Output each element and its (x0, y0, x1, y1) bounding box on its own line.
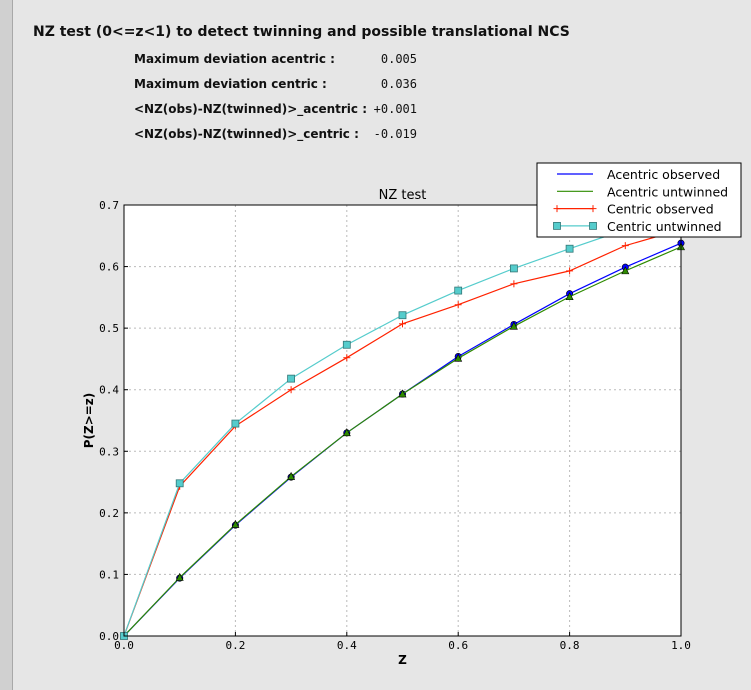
plot-frame (123, 204, 682, 637)
section-title: NZ test (0<=z<1) to detect twinning and … (33, 24, 570, 40)
data-point (565, 244, 574, 253)
data-point (231, 419, 240, 428)
data-point (398, 311, 407, 320)
legend-marker (553, 221, 561, 230)
legend-label: Centric observed (607, 202, 714, 217)
y-tick-label: 0.1 (99, 568, 119, 581)
data-point (454, 286, 463, 295)
y-axis-label: P(Z>=z) (82, 393, 96, 449)
y-tick-label: 0.7 (99, 199, 119, 212)
x-tick-label: 0.0 (114, 639, 134, 652)
stat-label: <NZ(obs)-NZ(twinned)>_acentric : (134, 102, 367, 116)
legend-marker (589, 221, 597, 230)
y-tick-label: 0.5 (99, 322, 119, 335)
x-tick-label: 1.0 (671, 639, 691, 652)
x-axis-label: Z (398, 653, 407, 667)
y-tick-label: 0.2 (99, 507, 119, 520)
data-point (621, 266, 630, 275)
plot-area (124, 205, 681, 636)
stat-label: <NZ(obs)-NZ(twinned)>_centric : (134, 127, 359, 141)
stat-value: -0.019 (373, 127, 417, 141)
data-point (565, 292, 574, 301)
data-point (287, 471, 296, 480)
data-point (175, 572, 184, 581)
x-tick-label: 0.2 (225, 639, 245, 652)
y-tick-label: 0.4 (99, 384, 119, 397)
stat-value: 0.005 (380, 52, 417, 66)
chart-title: NZ test (379, 188, 427, 203)
data-point (231, 519, 240, 528)
data-point (454, 353, 463, 362)
y-tick-label: 0.3 (99, 445, 119, 458)
data-point (287, 374, 296, 383)
stat-value: +0.001 (373, 102, 417, 116)
legend-box (536, 162, 742, 238)
legend-label: Centric untwinned (607, 219, 722, 234)
data-point (342, 340, 351, 349)
x-tick-label: 0.6 (448, 639, 468, 652)
data-point (509, 321, 518, 330)
y-tick-label: 0.6 (99, 261, 119, 274)
stat-label: Maximum deviation centric : (134, 77, 327, 91)
x-tick-label: 0.4 (337, 639, 357, 652)
x-tick-label: 0.8 (560, 639, 580, 652)
stat-value: 0.036 (380, 77, 417, 91)
data-point (342, 428, 351, 437)
stat-label: Maximum deviation acentric : (134, 52, 335, 66)
legend-label: Acentric observed (607, 167, 720, 182)
data-point (509, 264, 518, 273)
left-scrollbar[interactable] (0, 0, 13, 690)
legend-label: Acentric untwinned (607, 184, 728, 199)
data-point (175, 479, 184, 488)
data-point (398, 389, 407, 398)
y-tick-label: 0.0 (99, 630, 119, 643)
